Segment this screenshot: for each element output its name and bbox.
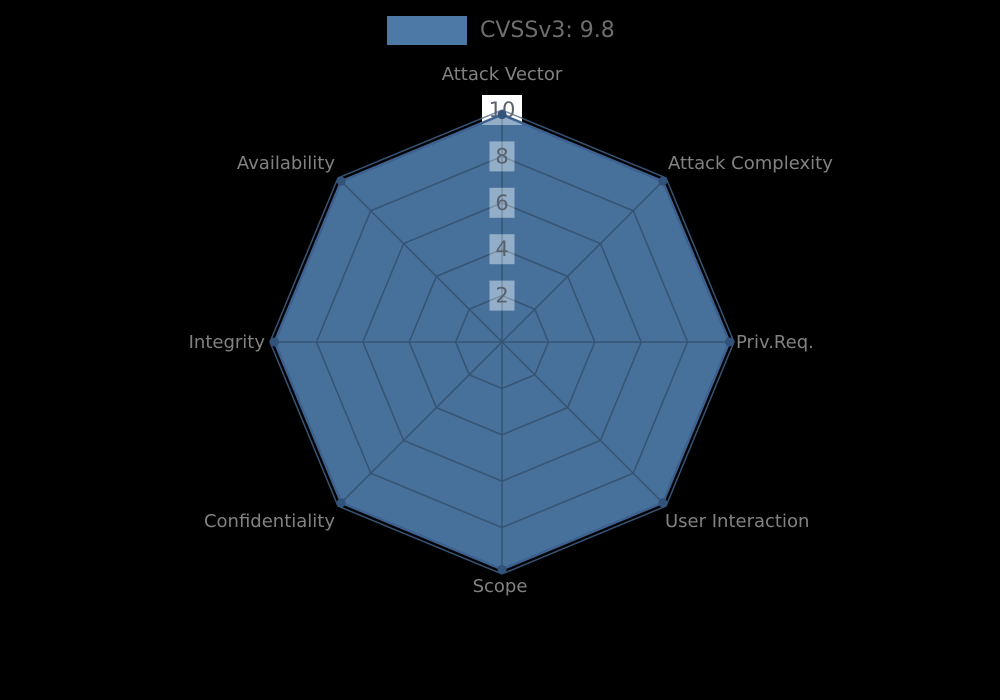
tick-label: 8 (495, 144, 508, 168)
tick-label-box (489, 280, 515, 311)
axis-label: Priv.Req. (736, 332, 814, 353)
tick-label: 6 (495, 191, 508, 215)
axis-label: Confidentiality (204, 511, 335, 532)
legend-label: CVSSv3: 9.8 (480, 18, 615, 43)
axis-label: Scope (473, 576, 528, 597)
tick-label-box (489, 234, 515, 265)
axis-label: Attack Complexity (668, 153, 833, 174)
vertex-marker (497, 110, 507, 120)
vertex-marker (658, 498, 668, 508)
vertex-marker (270, 337, 280, 347)
tick-label-box (489, 141, 515, 172)
axis-label: Integrity (189, 332, 266, 353)
tick-label: 2 (495, 284, 508, 308)
legend-swatch (387, 16, 467, 45)
axis-label: Attack Vector (442, 64, 563, 85)
axis-spoke (501, 341, 667, 507)
axis-spoke (501, 177, 667, 343)
axis-spoke (337, 177, 503, 343)
axis-label: User Interaction (665, 511, 809, 532)
tick-label-box (489, 187, 515, 218)
axis-label: Availability (237, 153, 335, 174)
vertex-marker (724, 337, 734, 347)
vertex-marker (336, 498, 346, 508)
legend: CVSSv3: 9.8 (387, 16, 615, 45)
vertex-marker (336, 176, 346, 186)
vertex-marker (658, 176, 668, 186)
vertex-marker (497, 564, 507, 574)
tick-label: 4 (495, 237, 508, 261)
axis-spoke (337, 341, 503, 507)
